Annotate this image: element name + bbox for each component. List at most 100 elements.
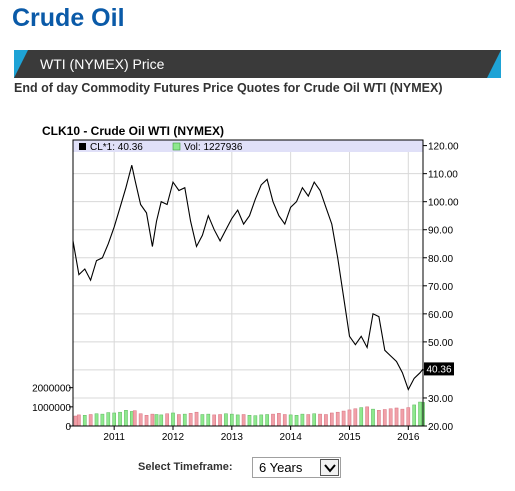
volume-bar	[259, 414, 264, 427]
volume-tick-label: 0	[65, 422, 71, 433]
volume-bar	[341, 410, 346, 427]
volume-bar	[412, 404, 417, 427]
volume-bar	[182, 413, 187, 427]
volume-bar	[88, 414, 93, 427]
volume-bar	[382, 409, 387, 427]
volume-bar	[118, 411, 122, 427]
volume-bar	[154, 414, 159, 427]
volume-bar	[294, 415, 299, 427]
volume-bar	[124, 410, 128, 427]
price-tick-label: 70.00	[428, 282, 453, 293]
volume-bar	[347, 409, 352, 427]
chart-grid	[73, 140, 423, 427]
last-price-box	[424, 362, 454, 376]
volume-bar	[165, 413, 169, 427]
volume-bar	[100, 413, 105, 427]
chart-title: CLK10 - Crude Oil WTI (NYMEX)	[42, 124, 224, 138]
section-bar-right-accent	[487, 50, 501, 78]
volume-bar	[324, 414, 328, 427]
volume-bar	[144, 415, 149, 427]
price-tick-label: 90.00	[428, 226, 453, 237]
volume-bar	[306, 414, 311, 427]
volume-bar	[353, 408, 358, 427]
time-tick-label: 2016	[397, 432, 420, 443]
volume-bar	[312, 413, 317, 427]
volume-bar	[329, 412, 334, 427]
volume-bar	[224, 413, 228, 427]
legend-price-swatch	[79, 143, 86, 150]
timeframe-label: Select Timeframe:	[138, 461, 233, 473]
legend-price-entry: CL*1: 40.36	[90, 142, 143, 153]
volume-bar	[418, 401, 422, 427]
price-tick-label: 30.00	[428, 394, 453, 405]
volume-bar	[241, 414, 246, 427]
legend-background	[73, 140, 423, 152]
time-tick-label: 2012	[162, 432, 185, 443]
section-bar-left-accent	[14, 50, 28, 78]
price-tick-label: 50.00	[428, 338, 453, 349]
volume-bar	[377, 410, 381, 427]
volume-bar	[288, 414, 293, 427]
volume-bar	[150, 413, 155, 427]
volume-bar	[138, 413, 143, 427]
volume-bar	[159, 414, 164, 427]
last-price-marker: 40.36	[424, 362, 454, 376]
last-price-label: 40.36	[426, 364, 451, 375]
volume-tick-label: 2000000	[32, 384, 71, 395]
volume-bar	[82, 415, 87, 427]
volume-bar	[335, 411, 340, 427]
volume-bar	[235, 414, 240, 427]
volume-bar	[394, 407, 399, 427]
timeframe-select[interactable]: 6 Years	[252, 457, 341, 478]
volume-bar	[206, 413, 211, 427]
volume-bar	[106, 412, 111, 427]
time-tick-label: 2015	[338, 432, 361, 443]
time-axis: 2011 2012 2013 2014 2015 2016	[103, 426, 420, 443]
volume-bar	[359, 407, 364, 427]
time-tick-label: 2011	[103, 432, 125, 443]
volume-bars	[73, 401, 425, 427]
volume-bar	[365, 406, 369, 427]
price-chart: CLK10 - Crude Oil WTI (NYMEX) CL*1: 40.3…	[32, 124, 459, 443]
volume-bar	[271, 413, 275, 427]
volume-bar	[200, 414, 205, 427]
volume-axis: 0 1000000 2000000	[32, 384, 73, 433]
price-line-group	[72, 165, 424, 391]
volume-bar	[400, 408, 405, 427]
price-axis: 20.0030.0040.0050.0060.0070.0080.0090.00…	[423, 142, 459, 433]
volume-bar	[282, 414, 287, 427]
section-header-bar: WTI (NYMEX) Price	[14, 50, 501, 78]
volume-bar	[218, 414, 222, 427]
volume-bar	[247, 415, 252, 427]
timeframe-selected-value: 6 Years	[259, 460, 303, 475]
volume-bar	[77, 414, 81, 427]
volume-bar	[212, 414, 217, 427]
price-tick-label: 110.00	[428, 170, 458, 181]
price-tick-label: 120.00	[428, 142, 459, 153]
volume-tick-label: 1000000	[32, 403, 71, 414]
volume-bar	[177, 414, 181, 427]
page-subtitle: End of day Commodity Futures Price Quote…	[14, 81, 443, 95]
legend-volume-swatch	[172, 142, 181, 151]
volume-bar	[300, 413, 305, 427]
volume-bar	[129, 411, 134, 427]
volume-bar	[253, 415, 258, 427]
volume-bar	[406, 407, 411, 427]
price-tick-label: 20.00	[428, 422, 453, 433]
volume-bar	[229, 413, 234, 427]
volume-bar	[318, 413, 322, 427]
volume-bar	[112, 412, 117, 427]
price-tick-label: 60.00	[428, 310, 453, 321]
volume-bar	[371, 408, 375, 427]
volume-bar	[171, 412, 175, 427]
legend-volume-entry: Vol: 1227936	[184, 142, 243, 153]
time-tick-label: 2014	[280, 432, 303, 443]
volume-bar	[388, 408, 393, 427]
time-tick-label: 2013	[221, 432, 244, 443]
volume-bar	[73, 415, 78, 427]
price-tick-label: 80.00	[428, 254, 453, 265]
volume-bar	[194, 411, 199, 427]
page-title: Crude Oil	[12, 4, 125, 32]
chevron-down-icon[interactable]	[320, 459, 339, 476]
volume-bar	[132, 410, 137, 427]
